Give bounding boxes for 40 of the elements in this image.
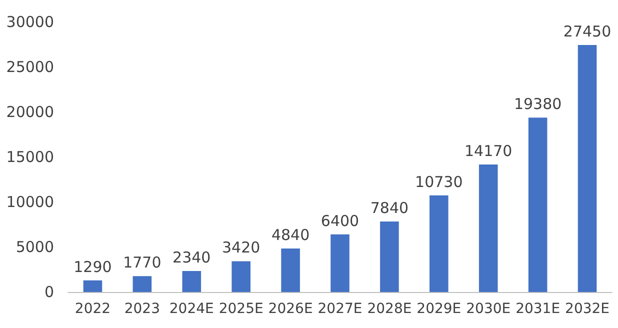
y-tick-label: 5000 xyxy=(16,238,54,256)
bar xyxy=(83,280,102,292)
bar xyxy=(380,221,399,292)
x-tick-label: 2022 xyxy=(74,301,111,317)
data-label: 6400 xyxy=(320,212,360,230)
x-tick-label: 2028E xyxy=(367,301,412,317)
y-tick-label: 30000 xyxy=(6,13,54,31)
y-tick-label: 15000 xyxy=(6,148,54,166)
x-tick-label: 2029E xyxy=(416,301,462,317)
data-label: 19380 xyxy=(514,95,562,114)
x-tick-label: 2032E xyxy=(565,301,610,317)
x-tick-label: 2026E xyxy=(268,301,313,317)
x-tick-label: 2024E xyxy=(169,301,214,317)
bar xyxy=(232,261,250,292)
data-label: 1290 xyxy=(74,258,112,276)
x-tick-label: 2027E xyxy=(318,301,362,317)
bar xyxy=(281,248,300,292)
bar xyxy=(430,195,448,292)
bar xyxy=(478,164,498,292)
x-tick-label: 2031E xyxy=(516,301,560,317)
data-label: 14170 xyxy=(464,142,512,160)
y-tick-label: 25000 xyxy=(6,58,54,76)
data-label: 7840 xyxy=(370,198,409,217)
y-tick-label: 20000 xyxy=(6,103,54,121)
bar xyxy=(330,234,350,292)
data-label: 10730 xyxy=(415,172,463,191)
x-tick-label: 2025E xyxy=(218,301,264,317)
bar xyxy=(182,270,202,292)
bar xyxy=(528,118,548,292)
data-label: 27450 xyxy=(563,22,612,40)
y-tick-label: 10000 xyxy=(6,193,54,211)
data-label: 4840 xyxy=(271,226,310,244)
x-tick-label: 2030E xyxy=(466,301,511,317)
x-tick-label: 2023 xyxy=(124,301,160,317)
data-label: 2340 xyxy=(172,248,211,266)
data-label: 1770 xyxy=(123,254,162,272)
y-tick-label: 0 xyxy=(44,283,54,301)
bar xyxy=(578,44,597,292)
bar xyxy=(132,276,152,292)
data-label: 3420 xyxy=(222,238,260,257)
